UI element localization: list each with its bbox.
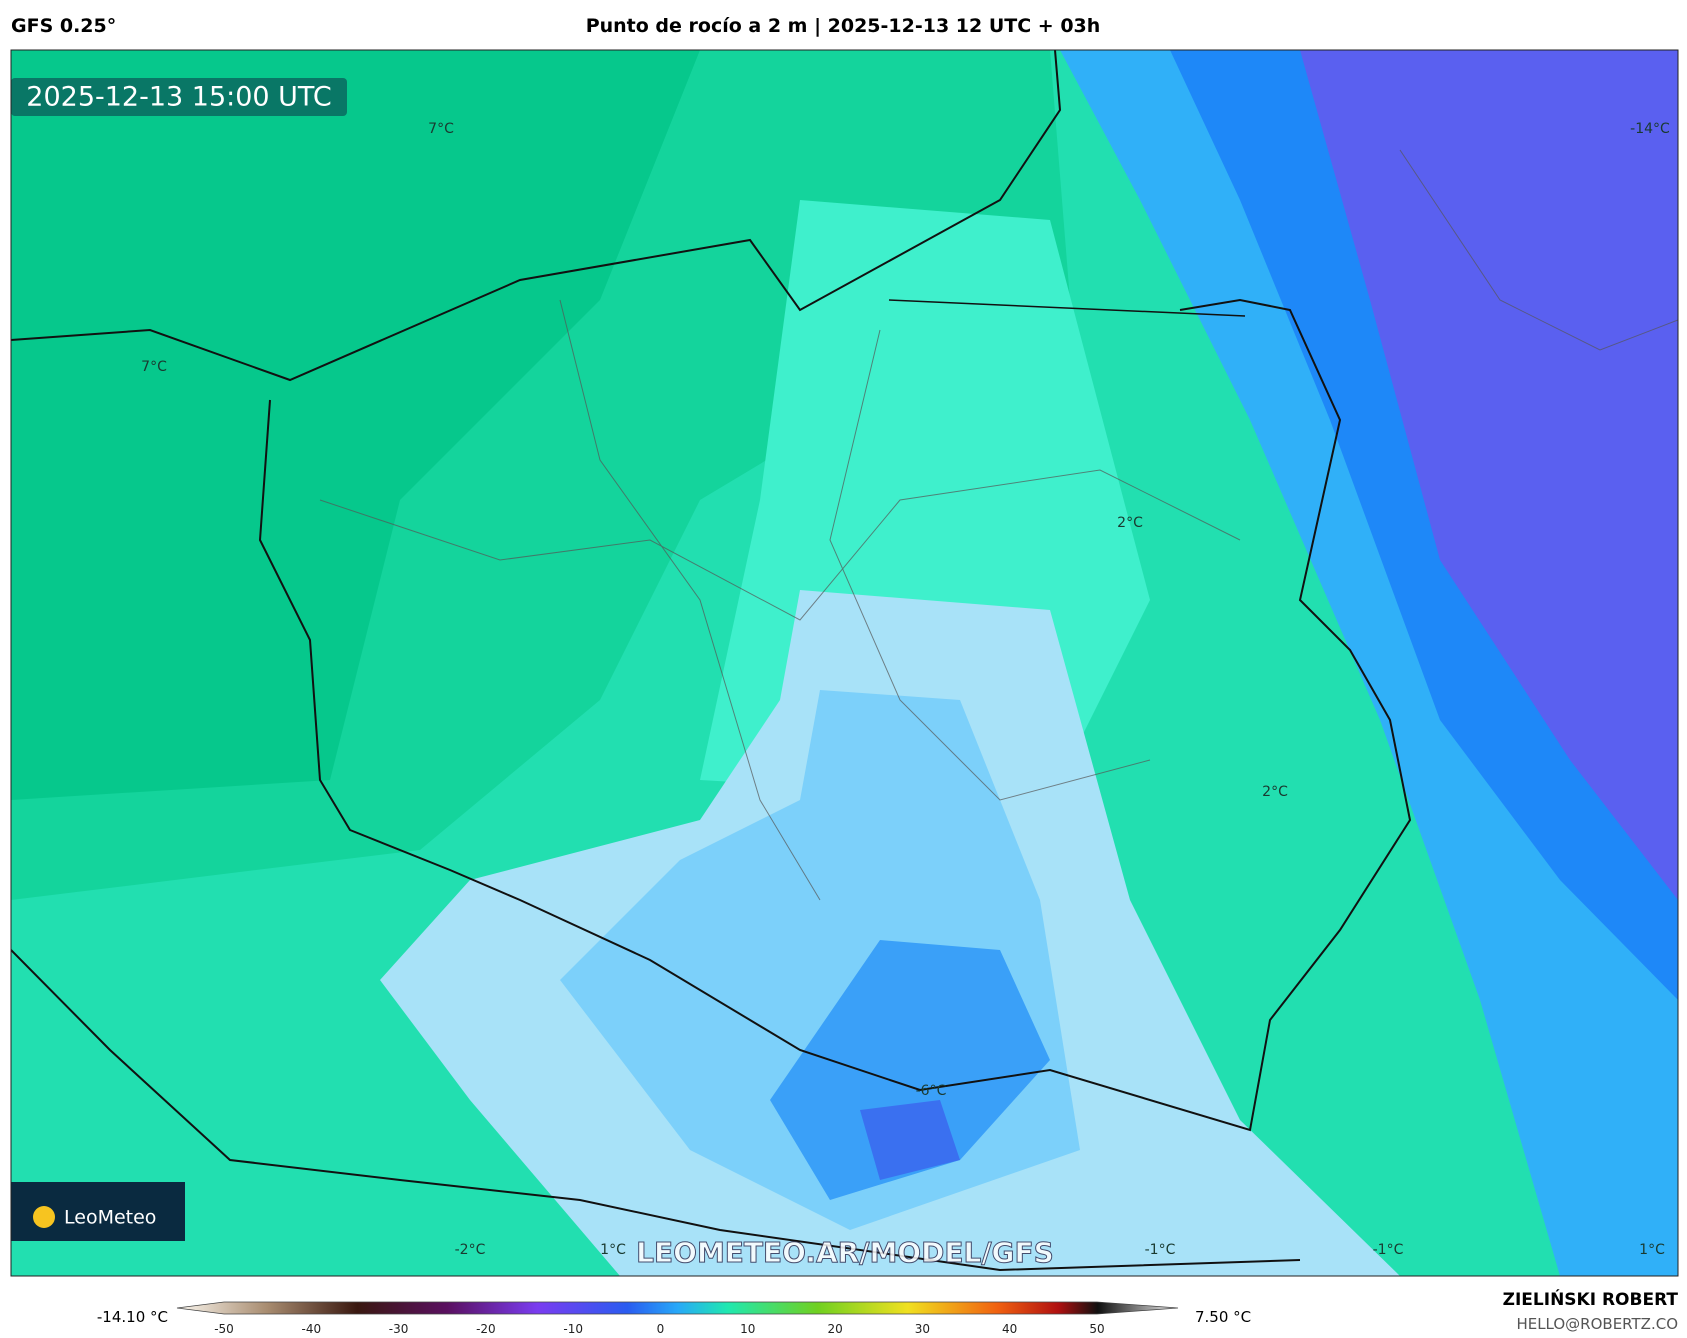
contour-label: -6°C: [916, 1083, 947, 1099]
contour-label: 2°C: [1262, 784, 1288, 800]
valid-time: 2025-12-13 15:00 UTC: [26, 82, 331, 113]
colorbar-tick-label: 50: [1089, 1322, 1104, 1336]
contour-label: -14°C: [1630, 121, 1670, 137]
contour-label: -2°C: [455, 1242, 486, 1258]
border: [888, 299, 1246, 317]
contour-label: 1°C: [1639, 1242, 1665, 1258]
colorbar-tick-label: 40: [1002, 1322, 1017, 1336]
colorbar-tick-label: -10: [563, 1322, 583, 1336]
model-name: GFS 0.25°: [11, 15, 116, 37]
watermark: LEOMETEO.AR/MODEL/GFS: [636, 1236, 1054, 1269]
map: 2025-12-13 15:00 UTC 7°C 7°C -14°C 2°C 2…: [11, 50, 1678, 1276]
contour-label: -1°C: [1145, 1242, 1176, 1258]
colorbar: [176, 1301, 1179, 1315]
time-box: [11, 78, 347, 116]
colorbar-max: 7.50 °C: [1195, 1308, 1251, 1326]
contour-label: 7°C: [428, 121, 454, 137]
contour-label: 7°C: [141, 359, 167, 375]
colorbar-tick-label: -20: [476, 1322, 496, 1336]
contour-label: -1°C: [1373, 1242, 1404, 1258]
logo-sun: [33, 1206, 55, 1228]
colorbar-tick-label: 20: [827, 1322, 842, 1336]
colorbar-tick-label: -30: [389, 1322, 409, 1336]
logo: LeoMeteo: [64, 1207, 156, 1229]
colorbar-tick-label: 10: [740, 1322, 755, 1336]
colorbar-tick-label: -40: [301, 1322, 321, 1336]
border: [11, 949, 1301, 1272]
colorbar-tick-label: 30: [915, 1322, 930, 1336]
field-zone: [770, 940, 1050, 1200]
colorbar-tick-label: -50: [214, 1322, 234, 1336]
field-zone: [1300, 50, 1678, 900]
contour-label: 1°C: [600, 1242, 626, 1258]
colorbar-tick-label: 0: [657, 1322, 665, 1336]
border: [258, 298, 1412, 1132]
coastline: [11, 50, 1062, 382]
email: HELLO@ROBERTZ.CO: [1516, 1315, 1678, 1333]
colorbar-ticks: -50 -40 -30 -20 -10 0 10 20 30 40 50: [214, 1322, 1104, 1336]
map-title: Punto de rocío a 2 m | 2025-12-13 12 UTC…: [586, 15, 1101, 37]
field-zone: [11, 50, 700, 800]
contour-label: 2°C: [1117, 515, 1143, 531]
map-frame: [10, 49, 1679, 1277]
author: ZIELIŃSKI ROBERT: [1503, 1288, 1679, 1310]
colorbar-min: -14.10 °C: [97, 1308, 168, 1326]
field-zone: [860, 1100, 960, 1180]
